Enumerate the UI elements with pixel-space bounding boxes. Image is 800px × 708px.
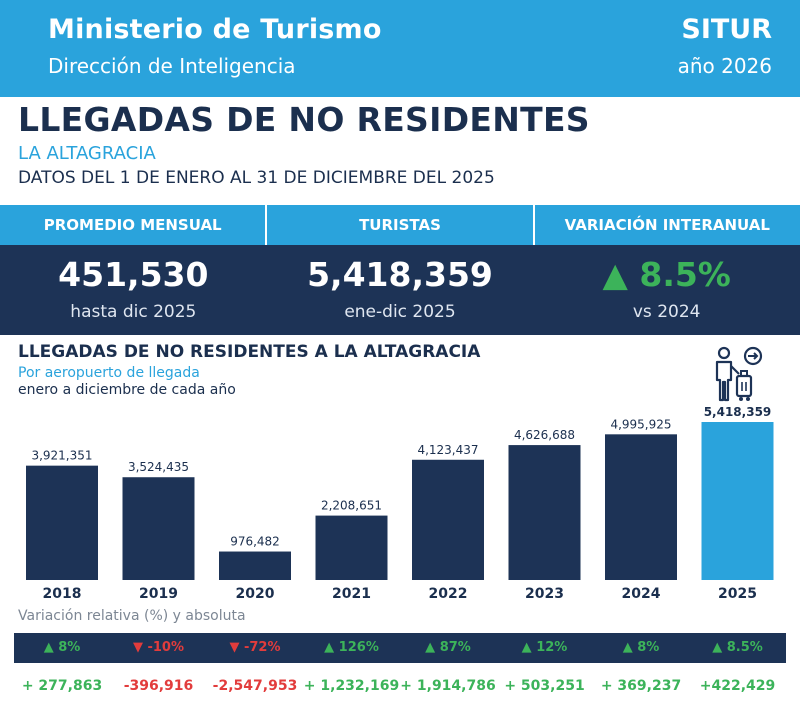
absolute-variation-2023: + 503,251: [504, 678, 585, 694]
period-label: DATOS DEL 1 DE ENERO AL 31 DE DICIEMBRE …: [18, 168, 495, 188]
x-tick-2020: 2020: [236, 586, 275, 602]
absolute-variation-2025: +422,429: [699, 678, 776, 694]
data-label-2018: 3,921,351: [31, 449, 92, 463]
relative-variation-2025: ▲ 8.5%: [712, 640, 763, 655]
x-tick-2024: 2024: [622, 586, 661, 602]
org-name: Ministerio de Turismo: [48, 14, 382, 45]
data-label-2022: 4,123,437: [417, 443, 478, 457]
bar-2023: [508, 445, 581, 580]
absolute-variation-2019: -396,916: [123, 678, 194, 694]
kpi-monthly-value: 451,530: [58, 255, 209, 294]
absolute-variation-2024: + 369,237: [600, 678, 682, 694]
kpi-label-tourists: TURISTAS: [267, 205, 535, 245]
absolute-variation-2018: + 277,863: [21, 678, 103, 694]
kpi-tourists-sub: ene-dic 2025: [344, 302, 456, 322]
x-tick-2019: 2019: [139, 586, 178, 602]
report-year: año 2026: [677, 54, 772, 78]
bar-2018: [26, 465, 98, 580]
bar-2024: [605, 434, 677, 580]
x-tick-2018: 2018: [43, 586, 82, 602]
data-label-2023: 4,626,688: [514, 428, 575, 442]
x-tick-2023: 2023: [525, 586, 564, 602]
data-label-2024: 4,995,925: [610, 417, 671, 431]
kpi-header-row: PROMEDIO MENSUAL TURISTAS VARIACIÓN INTE…: [0, 205, 800, 245]
kpi-variation-sub: vs 2024: [632, 302, 701, 322]
arrivals-bar-chart: 3,921,351 2018 3,524,435 2019 976,482 2020 2,2…: [26, 405, 774, 602]
kpi-tourists-value: 5,418,359: [307, 255, 493, 294]
relative-variation-2018: ▲ 8%: [43, 640, 81, 655]
relative-variation-2023: ▲ 12%: [521, 640, 568, 655]
relative-variation-2022: ▲ 87%: [425, 640, 471, 655]
variation-label: Variación relativa (%) y absoluta: [18, 608, 246, 624]
data-label-2019: 3,524,435: [128, 460, 189, 474]
relative-variation-2019: ▼ -10%: [132, 640, 185, 655]
chart-period: enero a diciembre de cada año: [18, 382, 236, 398]
bar-2020: [219, 551, 291, 580]
x-tick-2021: 2021: [332, 586, 371, 602]
traveler-with-luggage-icon: [715, 346, 763, 402]
x-tick-2025: 2025: [718, 586, 757, 602]
dept-name: Dirección de Inteligencia: [48, 54, 296, 78]
absolute-variation-2021: + 1,232,169: [303, 678, 400, 694]
kpi-variation: ▲ 8.5% vs 2024: [533, 245, 800, 335]
chart-title: LLEGADAS DE NO RESIDENTES A LA ALTAGRACI…: [18, 342, 481, 362]
kpi-monthly: 451,530 hasta dic 2025: [0, 245, 267, 335]
absolute-variation-2022: + 1,914,786: [400, 678, 496, 694]
kpi-variation-value: ▲ 8.5%: [602, 255, 731, 294]
page-title: LLEGADAS DE NO RESIDENTES: [18, 100, 590, 139]
kpi-label-variation: VARIACIÓN INTERANUAL: [564, 216, 770, 234]
relative-variation-2024: ▲ 8%: [622, 640, 660, 655]
relative-variation-row: ▲ 8% ▼ -10% ▼ -72% ▲ 126% ▲ 87% ▲ 12% ▲ 8% ▲ 8.…: [14, 633, 786, 663]
relative-variation-2021: ▲ 126%: [324, 640, 379, 655]
kpi-tourists: 5,418,359 ene-dic 2025: [267, 245, 534, 335]
bar-2021: [315, 515, 388, 580]
kpi-monthly-sub: hasta dic 2025: [70, 302, 197, 322]
bar-2022: [412, 459, 484, 580]
data-label-2020: 976,482: [230, 535, 280, 549]
absolute-variation-2020: -2,547,953: [212, 678, 298, 694]
data-label-2021: 2,208,651: [321, 499, 382, 513]
relative-variation-2020: ▼ -72%: [229, 640, 281, 655]
kpi-value-row: 451,530 hasta dic 2025 5,418,359 ene-dic…: [0, 245, 800, 335]
brand-name: SITUR: [681, 14, 772, 45]
bar-2025: [701, 422, 774, 580]
chart-subtitle: Por aeropuerto de llegada: [18, 365, 200, 381]
kpi-label-monthly: PROMEDIO MENSUAL: [0, 205, 268, 245]
x-tick-2022: 2022: [429, 586, 468, 602]
location-label: LA ALTAGRACIA: [18, 143, 156, 164]
bar-2019: [122, 477, 195, 580]
header-banner: Ministerio de Turismo Dirección de Intel…: [0, 0, 800, 97]
absolute-variation-row: + 277,863 -396,916 -2,547,953 + 1,232,169 + …: [14, 670, 786, 708]
data-label-2025: 5,418,359: [704, 405, 772, 419]
